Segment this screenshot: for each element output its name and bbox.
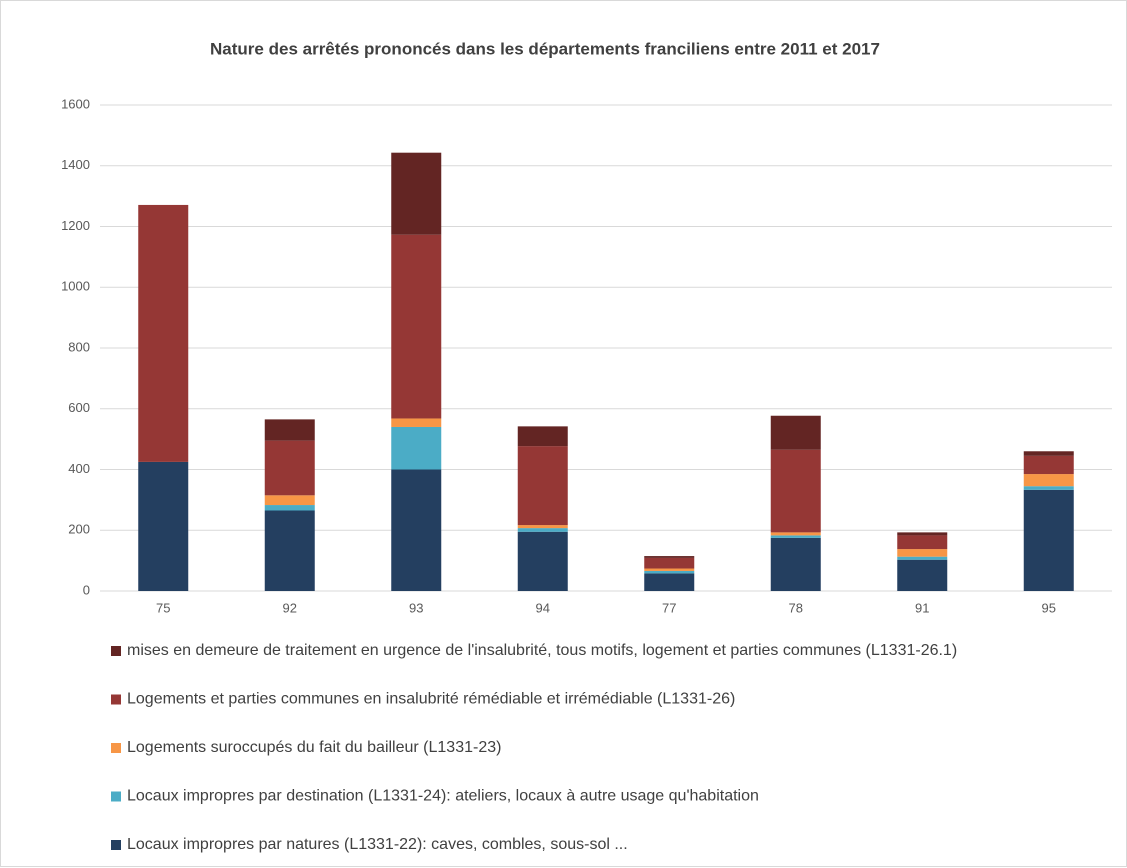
bar-segment	[897, 549, 948, 557]
legend-swatch	[111, 694, 121, 705]
bar-segment	[391, 152, 442, 235]
bar-segment	[264, 505, 315, 511]
bar-segment	[1023, 489, 1074, 591]
bar-segment	[138, 204, 189, 462]
legend-label: mises en demeure de traitement en urgenc…	[127, 642, 957, 659]
legend-swatch	[111, 646, 121, 656]
bar-segment	[1023, 486, 1074, 490]
bar-segment	[1023, 455, 1074, 475]
bar-segment	[897, 535, 948, 550]
y-tick-label: 1400	[61, 157, 90, 172]
x-tick-label: 77	[662, 600, 676, 615]
bar-segment	[770, 537, 821, 591]
bar-segment	[264, 419, 315, 441]
bar-segment	[391, 426, 442, 470]
legend-label: Logements suroccupés du fait du bailleur…	[127, 739, 501, 756]
bar-segment	[644, 573, 695, 591]
chart-title: Nature des arrêtés prononcés dans les dé…	[210, 39, 880, 58]
bar-segment	[391, 418, 442, 427]
legend-label: Locaux impropres par natures (L1331-22):…	[127, 836, 628, 853]
bar-segment	[264, 440, 315, 496]
y-tick-label: 1600	[61, 96, 90, 111]
legend-label: Logements et parties communes en insalub…	[127, 691, 735, 708]
legend-swatch	[111, 743, 121, 753]
bar-segment	[644, 568, 695, 571]
x-tick-label: 91	[915, 600, 929, 615]
bar-segment	[138, 461, 189, 591]
x-tick-label: 92	[283, 600, 297, 615]
x-tick-label: 95	[1042, 600, 1056, 615]
bar-segment	[517, 446, 568, 526]
legend-swatch	[111, 791, 121, 802]
bar-segment	[517, 528, 568, 532]
x-tick-label: 93	[409, 600, 423, 615]
bar-segment	[770, 532, 821, 536]
x-tick-label: 78	[789, 600, 803, 615]
bar-segment	[770, 535, 821, 538]
bar-segment	[517, 531, 568, 591]
bar-segment	[1023, 474, 1074, 487]
bar-segment	[897, 559, 948, 591]
legend-label: Locaux impropres par destination (L1331-…	[127, 788, 759, 805]
bar-segment	[644, 556, 695, 558]
y-tick-label: 1200	[61, 218, 90, 233]
bar-segment	[644, 557, 695, 569]
bar-segment	[391, 469, 442, 591]
bar-segment	[644, 570, 695, 574]
legend-swatch	[111, 840, 121, 850]
y-tick-label: 200	[68, 522, 90, 537]
bar-segment	[897, 532, 948, 536]
bar-segment	[517, 525, 568, 529]
bar-segment	[264, 510, 315, 591]
bar-segment	[1023, 451, 1074, 456]
x-tick-label: 75	[156, 600, 170, 615]
bar-segment	[770, 415, 821, 450]
bar-segment	[897, 556, 948, 560]
y-tick-label: 1000	[61, 279, 90, 294]
y-tick-label: 600	[68, 400, 90, 415]
y-tick-label: 0	[83, 582, 90, 597]
bar-segment	[391, 234, 442, 419]
bar-segment	[517, 426, 568, 447]
x-tick-label: 94	[536, 600, 550, 615]
bar-segment	[770, 449, 821, 533]
y-tick-label: 800	[68, 339, 90, 354]
bar-segment	[264, 495, 315, 506]
y-tick-label: 400	[68, 461, 90, 476]
